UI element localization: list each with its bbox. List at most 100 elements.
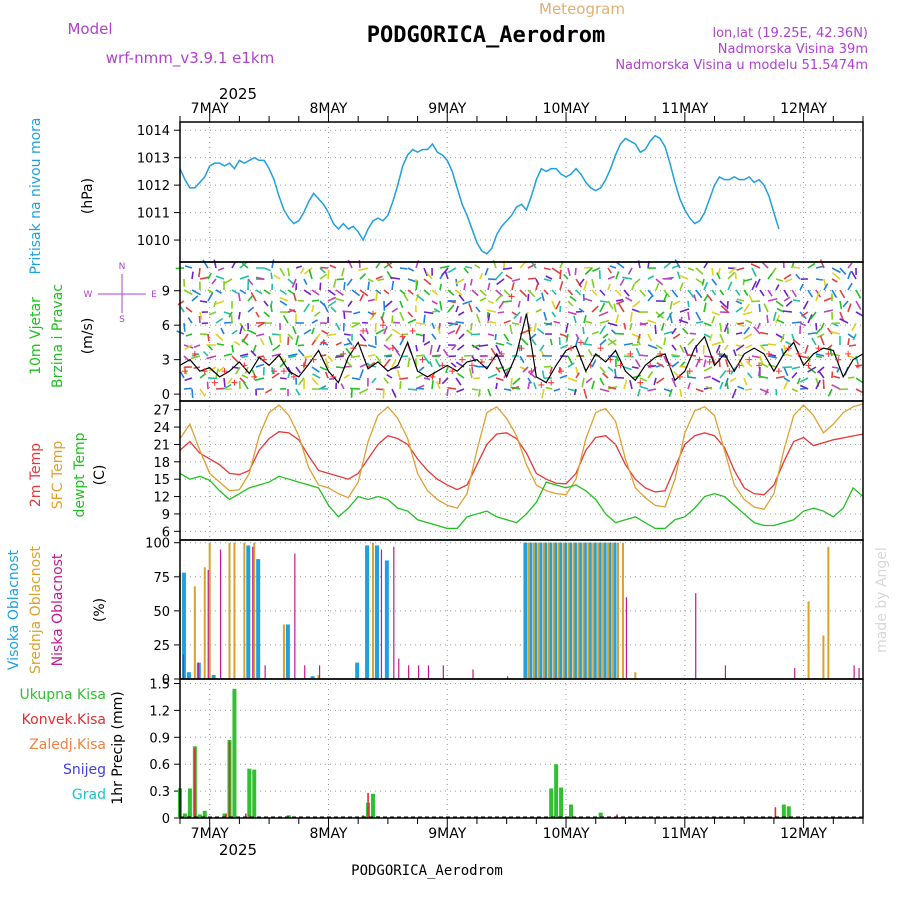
- wind-arrow: [767, 363, 777, 368]
- wind-arrow: [506, 341, 513, 346]
- wind-arrow: [766, 314, 769, 324]
- model-elevation-text: Nadmorska Visina u modelu 51.5474m: [615, 58, 868, 73]
- panel-frame: [179, 121, 864, 263]
- wind-arrow: [830, 330, 841, 335]
- wind-arrow: [437, 326, 441, 335]
- wind-arrow: [351, 289, 361, 297]
- wind-arrow: [303, 267, 313, 275]
- wind-arrow: [758, 304, 761, 313]
- wind-arrow: [719, 381, 724, 390]
- wind-arrow: [239, 275, 249, 280]
- x-day-label-bottom: 12MAY: [780, 826, 827, 842]
- wind-arrow: [383, 354, 392, 357]
- high-cloud-bar: [523, 542, 528, 679]
- wind-arrow: [386, 262, 393, 269]
- wind-arrow: [332, 278, 337, 288]
- wind-arrow: [385, 333, 393, 342]
- wind-arrow: [549, 338, 553, 346]
- wind-arrow: [227, 377, 233, 385]
- wind-arrow: [639, 322, 649, 326]
- wind-arrow: [199, 388, 206, 397]
- wind-arrow: [470, 333, 481, 336]
- wind-arrow: [847, 262, 853, 269]
- wind-arrow: [288, 355, 297, 359]
- high-cloud-bar: [592, 542, 597, 679]
- y-tick-label: 1014: [137, 124, 170, 139]
- wind-arrow: [292, 325, 297, 335]
- wind-arrow: [687, 300, 690, 308]
- wind-arrow: [599, 339, 607, 346]
- wind-arrow: [239, 325, 243, 335]
- wind-arrow: [474, 264, 481, 269]
- y-tick-label: 1013: [137, 152, 170, 167]
- y-tick-label: 1.2: [149, 704, 170, 719]
- y-tick-label: 1.5: [149, 677, 170, 692]
- wind-arrow: [215, 289, 222, 294]
- wind-arrow: [441, 377, 449, 385]
- wind-arrow: [457, 344, 465, 351]
- high-cloud-bar: [602, 542, 607, 679]
- wind-arrow: [613, 376, 625, 379]
- wind-arrow: [263, 267, 271, 272]
- wind-arrow: [543, 365, 552, 368]
- wind-arrow: [235, 366, 241, 375]
- wind-arrow: [511, 322, 520, 326]
- wind-arrow: [791, 366, 801, 370]
- precip-total-bar: [549, 788, 554, 818]
- wind-arrow: [415, 322, 426, 325]
- year-bottom: 2025: [219, 841, 257, 859]
- wind-arrow: [695, 311, 702, 321]
- wind-arrow: [632, 300, 641, 308]
- wind-arrow: [495, 377, 504, 382]
- wind-arrow: [719, 300, 728, 308]
- wind-arrow: [383, 358, 391, 368]
- wind-arrow: [327, 300, 337, 307]
- y-tick-label: 0.3: [149, 785, 170, 800]
- wind-arrow: [559, 269, 562, 280]
- wind-arrow: [184, 265, 193, 269]
- wind-arrow: [822, 379, 825, 390]
- wind-arrow: [282, 314, 289, 324]
- precip-total-bar: [554, 764, 559, 818]
- wind-arrow: [486, 320, 497, 324]
- wind-arrow: [384, 300, 393, 308]
- wind-arrow: [679, 388, 683, 398]
- wind-arrow: [719, 369, 727, 379]
- wind-arrow: [347, 259, 353, 269]
- wind-arrow: [335, 289, 344, 296]
- cloud-unit: (%): [92, 598, 108, 622]
- wind-arrow: [736, 267, 745, 271]
- wind-arrow: [676, 271, 681, 280]
- wind-arrow: [319, 282, 322, 291]
- wind-arrow: [447, 289, 455, 296]
- wind-arrow: [711, 267, 714, 276]
- high-cloud-bar: [587, 542, 592, 679]
- wind-arrow: [403, 293, 409, 302]
- wind-arrow: [599, 377, 605, 386]
- wind-arrow: [815, 353, 825, 357]
- wind-arrow: [257, 322, 265, 328]
- wind-arrow: [198, 315, 201, 324]
- wind-arrow: [479, 289, 487, 297]
- low-cloud-bar: [304, 665, 306, 679]
- wind-arrow: [654, 325, 657, 335]
- wind-arrow: [438, 322, 441, 330]
- wind-arrow: [807, 332, 817, 335]
- wind-arrow: [799, 322, 807, 327]
- wind-arrow: [831, 289, 838, 299]
- low-cloud-bar: [318, 665, 321, 679]
- high-cloud-bar: [577, 542, 582, 679]
- wind-arrow: [423, 314, 426, 324]
- wind-arrow: [726, 300, 729, 310]
- wind-arrow: [591, 278, 595, 289]
- y-tick-label: 21: [153, 438, 170, 453]
- low-cloud-bar: [858, 668, 860, 679]
- wind-arrow: [567, 300, 574, 307]
- wind-arrow: [671, 361, 680, 368]
- wind-arrow: [608, 386, 617, 390]
- wind-arrow: [647, 371, 654, 379]
- precip-total-bar: [786, 806, 791, 818]
- wind-arrow: [711, 311, 720, 316]
- wind-arrow: [289, 308, 297, 313]
- wind-arrow: [799, 283, 804, 291]
